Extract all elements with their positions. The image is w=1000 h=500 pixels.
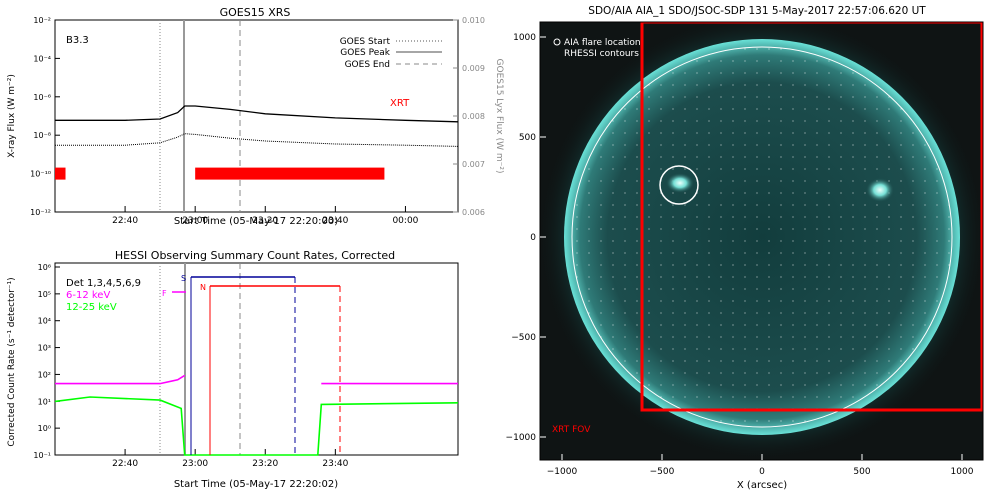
goes-panel: GOES15 XRS 10⁻² 10⁻⁴ 10⁻⁶ 10⁻⁸ 10⁻¹⁰ 10⁻¹² 0.… — [7, 6, 504, 227]
goes-y-tick-label: 10⁻¹² — [30, 208, 51, 217]
hessi-flags: S N F — [162, 274, 341, 455]
hessi-plot-frame — [54, 262, 459, 456]
goes-xrt-label: XRT — [390, 98, 410, 109]
hessi-flag-s-label: S — [181, 274, 186, 283]
aia-x-axis: −1000 −500 0 500 1000 — [547, 454, 974, 477]
goes-y2-tick-label: 0.008 — [462, 112, 485, 121]
hessi-y-tick-label: 10³ — [38, 344, 51, 353]
aia-heliographic-grid — [572, 47, 952, 427]
hessi-flag-f-label: F — [162, 289, 167, 298]
goes-x-tick-label: 23:00 — [182, 216, 208, 226]
hessi-y-tick-label: 10⁶ — [38, 263, 51, 272]
hessi-x-tick-label: 23:00 — [182, 459, 208, 469]
aia-y-tick-label: −500 — [511, 333, 536, 343]
goes-y2-tick-label: 0.009 — [462, 64, 485, 73]
aia-active-region — [866, 178, 894, 202]
aia-legend-flare: AIA flare location — [564, 38, 641, 48]
goes-y-tick-label: 10⁻² — [33, 16, 51, 25]
aia-title: SDO/AIA AIA_1 SDO/JSOC-SDP 131 5-May-201… — [588, 5, 926, 17]
goes-series-short — [55, 133, 459, 147]
aia-x-tick-label: −1000 — [547, 467, 578, 477]
hessi-xlabel: Start Time (05-May-17 22:20:02) — [174, 479, 338, 490]
hessi-y-tick-label: 10⁻¹ — [33, 451, 51, 460]
hessi-legend-det: Det 1,3,4,5,6,9 — [66, 278, 141, 289]
hessi-series-segment — [54, 396, 459, 456]
goes-y2-tick-label: 0.006 — [462, 208, 485, 217]
aia-y-tick-label: 0 — [530, 233, 536, 243]
goes-series-long — [55, 105, 459, 123]
aia-y-tick-label: 500 — [519, 133, 536, 143]
aia-xlabel: X (arcsec) — [737, 480, 787, 491]
hessi-x-axis: 22:40 23:00 23:20 23:40 — [112, 449, 349, 469]
goes-title: GOES15 XRS — [220, 6, 291, 19]
goes-x-tick-label: 22:40 — [112, 216, 138, 226]
hessi-panel: HESSI Observing Summary Count Rates, Cor… — [7, 249, 459, 490]
aia-flare-brightening — [666, 173, 694, 193]
goes-legend-end: GOES End — [345, 60, 390, 70]
hessi-x-tick-label: 23:40 — [322, 459, 348, 469]
goes-y2-tick-label: 0.010 — [462, 16, 485, 25]
hessi-y-tick-label: 10² — [38, 370, 51, 379]
goes-y-tick-label: 10⁻¹⁰ — [30, 170, 51, 179]
hessi-title: HESSI Observing Summary Count Rates, Cor… — [115, 249, 395, 262]
goes-xlabel: Start Time (05-May-17 22:20:00) — [174, 216, 338, 227]
aia-limb-contour — [571, 46, 953, 428]
hessi-x-tick-label: 22:40 — [112, 459, 138, 469]
aia-legend-circle-icon — [553, 38, 561, 46]
goes-plot-frame — [54, 19, 459, 213]
hessi-y-tick-label: 10⁴ — [38, 317, 51, 326]
aia-y-tick-label: −1000 — [506, 433, 537, 443]
aia-x-tick-label: 500 — [853, 467, 870, 477]
goes-ylabel: X-ray Flux (W m⁻²) — [7, 74, 17, 158]
hessi-legend-6-12: 6-12 keV — [66, 290, 110, 301]
goes-y-tick-label: 10⁻⁴ — [33, 54, 51, 63]
aia-x-tick-label: 1000 — [951, 467, 974, 477]
goes-y2-axis: 0.010 0.009 0.008 0.007 0.006 — [453, 16, 485, 217]
hessi-y-tick-label: 10⁰ — [38, 424, 51, 433]
goes-y-tick-label: 10⁻⁸ — [33, 131, 51, 140]
aia-y-axis: 1000 500 0 −500 −1000 — [506, 33, 546, 443]
aia-x-tick-label: 0 — [759, 467, 765, 477]
aia-legend-rhessi: RHESSI contours — [564, 49, 639, 59]
aia-x-tick-label: −500 — [650, 467, 675, 477]
aia-flare-location-marker — [659, 165, 699, 205]
goes-legend-peak: GOES Peak — [340, 48, 390, 58]
goes-class-label: B3.3 — [66, 35, 89, 46]
goes-y-tick-label: 10⁻⁶ — [33, 93, 51, 102]
aia-xrt-fov-box — [640, 22, 983, 412]
goes-ylabel-right: GOES15 Lyx Flux (W m⁻²) — [494, 59, 504, 174]
aia-xrt-fov-label: XRT FOV — [552, 425, 591, 435]
goes-legend: GOES Start GOES Peak GOES End — [340, 37, 442, 70]
hessi-data — [54, 374, 459, 456]
goes-x-tick-label: 23:40 — [322, 216, 348, 226]
hessi-x-tick-label: 23:20 — [252, 459, 278, 469]
goes-x-axis: 22:40 23:00 23:20 23:40 00:00 — [112, 206, 419, 226]
aia-panel: SDO/AIA AIA_1 SDO/JSOC-SDP 131 5-May-201… — [506, 5, 984, 491]
goes-x-tick-label: 00:00 — [392, 216, 418, 226]
hessi-ylabel: Corrected Count Rate (s⁻¹ detector⁻¹) — [7, 277, 17, 446]
goes-data — [55, 105, 459, 180]
goes-y2-tick-label: 0.007 — [462, 160, 485, 169]
goes-legend-start: GOES Start — [340, 37, 391, 47]
goes-xrt-interval — [195, 167, 385, 180]
hessi-y-tick-label: 10¹ — [38, 397, 51, 406]
hessi-y-tick-label: 10⁵ — [38, 290, 51, 299]
hessi-legend-12-25: 12-25 keV — [66, 302, 117, 313]
goes-x-tick-label: 23:20 — [252, 216, 278, 226]
goes-y-axis: 10⁻² 10⁻⁴ 10⁻⁶ 10⁻⁸ 10⁻¹⁰ 10⁻¹² — [30, 16, 60, 217]
hessi-flag-n-label: N — [200, 283, 206, 292]
goes-xrt-interval — [55, 167, 66, 180]
hessi-y-axis: 10⁶ 10⁵ 10⁴ 10³ 10² 10¹ 10⁰ 10⁻¹ — [33, 263, 60, 460]
aia-y-tick-label: 1000 — [513, 33, 536, 43]
hessi-series-segment — [55, 374, 186, 385]
